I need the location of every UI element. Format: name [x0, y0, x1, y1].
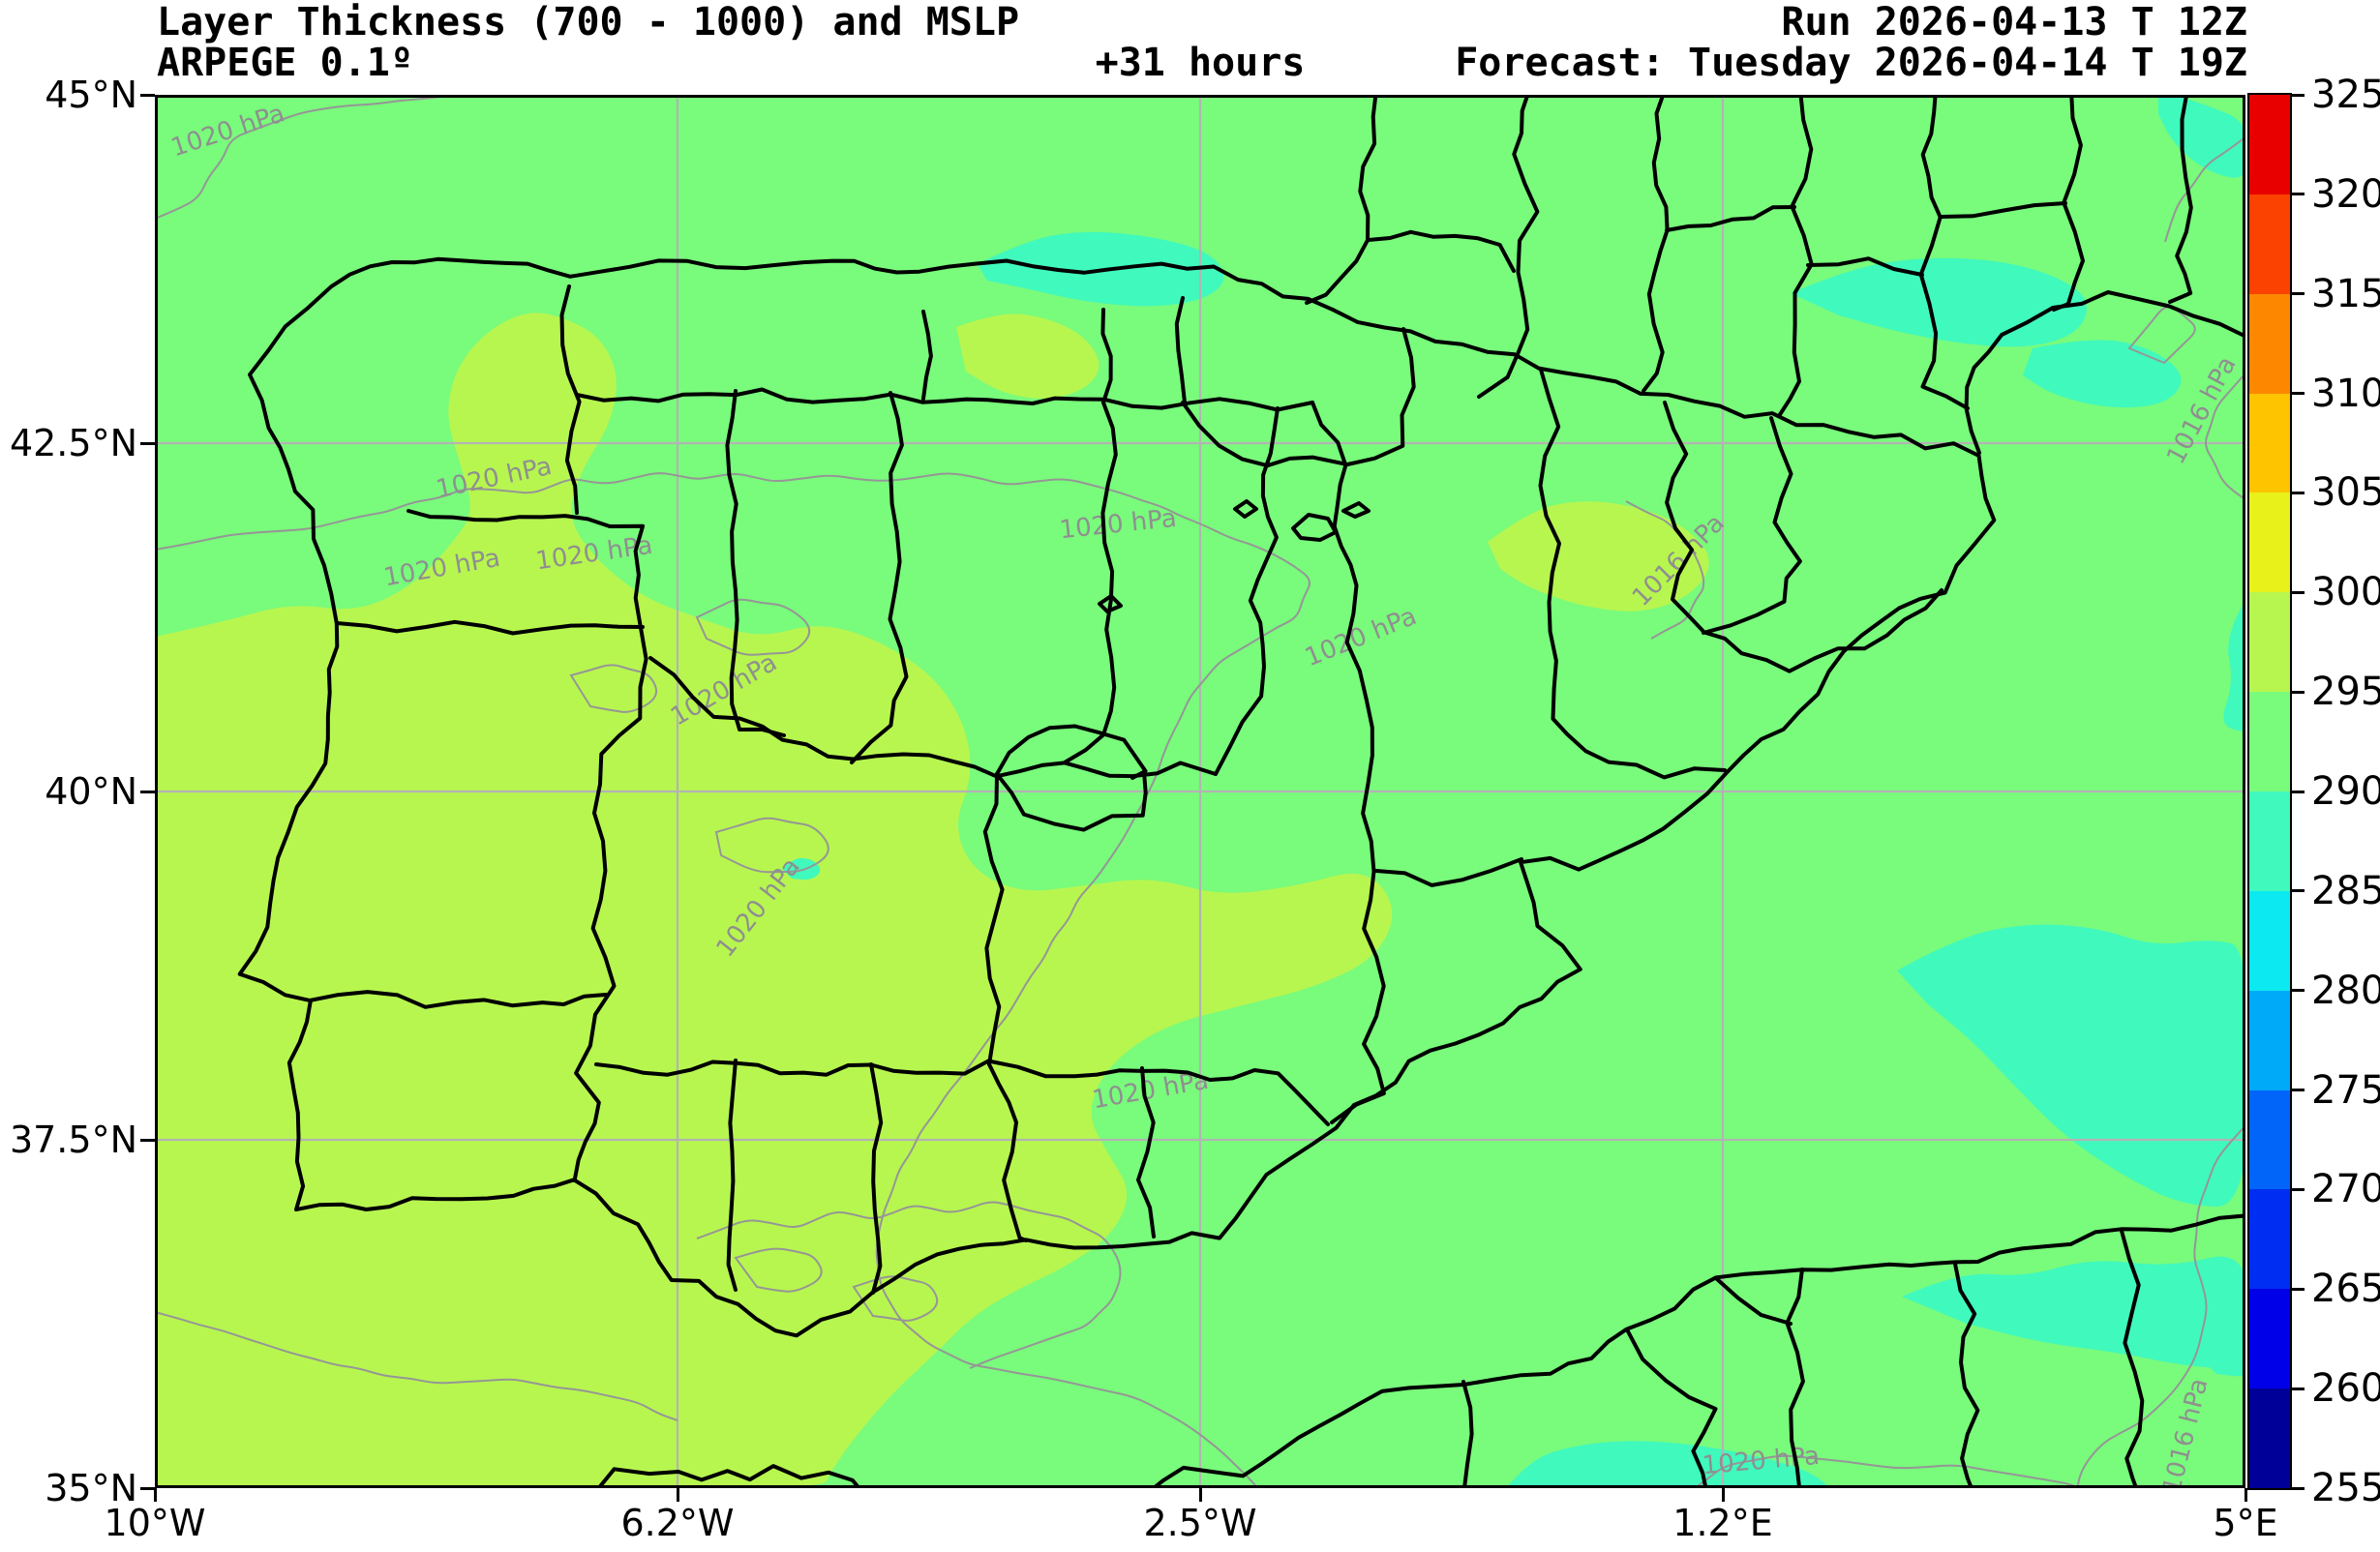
x-tick-mark	[676, 1488, 679, 1502]
colorbar-segment-310-315	[2249, 293, 2290, 394]
x-tick-mark	[2244, 1488, 2247, 1502]
colorbar-segment-255-260	[2249, 1388, 2290, 1489]
colorbar-segment-320-325	[2249, 95, 2290, 194]
colorbar-tick-label: 320	[2311, 171, 2380, 217]
x-tick-label: 6.2°W	[620, 1502, 735, 1544]
y-tick-label: 37.5°N	[9, 1119, 137, 1161]
colorbar-segment-315-320	[2249, 194, 2290, 294]
x-tick-label: 2.5°W	[1143, 1502, 1257, 1544]
colorbar-segment-280-285	[2249, 890, 2290, 991]
x-tick-mark	[153, 1488, 157, 1502]
colorbar-tick-mark	[2290, 93, 2305, 97]
colorbar-segment-290-295	[2249, 692, 2290, 792]
x-tick-mark	[1198, 1488, 1202, 1502]
colorbar-segment-300-305	[2249, 492, 2290, 593]
island-outline	[1233, 499, 1258, 519]
y-tick-mark	[140, 790, 155, 793]
x-tick-label: 1.2°E	[1672, 1502, 1773, 1544]
colorbar-tick-mark	[2290, 790, 2305, 793]
y-tick-label: 45°N	[45, 74, 137, 116]
chart-title: Layer Thickness (700 - 1000) and MSLP	[157, 0, 1020, 45]
colorbar-segment-265-270	[2249, 1189, 2290, 1290]
iberia-coastline	[237, 256, 1997, 1338]
colorbar-tick-label: 290	[2311, 769, 2380, 814]
colorbar-tick-mark	[2290, 292, 2305, 296]
graticule-gridlines	[155, 95, 2245, 1488]
island-outline	[1341, 501, 1371, 519]
colorbar-tick-mark	[2290, 690, 2305, 694]
colorbar-segment-275-280	[2249, 990, 2290, 1090]
thickness-band-295-300	[155, 313, 1709, 1488]
colorbar-tick-label: 280	[2311, 968, 2380, 1013]
colorbar-tick-mark	[2290, 1486, 2305, 1490]
colorbar-tick-label: 260	[2311, 1366, 2380, 1412]
colorbar-tick-mark	[2290, 1089, 2305, 1092]
colorbar-tick-mark	[2290, 491, 2305, 494]
colorbar-segment-285-290	[2249, 791, 2290, 891]
y-tick-mark	[140, 441, 155, 445]
colorbar-tick-label: 315	[2311, 271, 2380, 316]
y-tick-label: 42.5°N	[9, 422, 137, 464]
colorbar-tick-mark	[2290, 193, 2305, 196]
colorbar-tick-mark	[2290, 1187, 2305, 1191]
colorbar-tick-mark	[2290, 1287, 2305, 1291]
y-tick-label: 40°N	[45, 770, 137, 813]
colorbar-segment-295-300	[2249, 592, 2290, 693]
colorbar-tick-mark	[2290, 590, 2305, 594]
colorbar-tick-label: 295	[2311, 670, 2380, 715]
administrative-borders	[237, 95, 2245, 1488]
island-outline	[1291, 513, 1338, 542]
colorbar-tick-label: 255	[2311, 1466, 2380, 1510]
y-tick-label: 35°N	[45, 1467, 137, 1509]
colorbar-tick-mark	[2290, 1387, 2305, 1390]
colorbar-segment-260-265	[2249, 1289, 2290, 1389]
colorbar-tick-label: 305	[2311, 470, 2380, 516]
colorbar-tick-label: 275	[2311, 1067, 2380, 1113]
colorbar-tick-mark	[2290, 989, 2305, 993]
y-tick-mark	[140, 1486, 155, 1490]
colorbar-segment-270-275	[2249, 1089, 2290, 1190]
colorbar-tick-label: 325	[2311, 73, 2380, 117]
colorbar	[2247, 93, 2292, 1490]
colorbar-tick-label: 285	[2311, 868, 2380, 913]
run-datetime-label: Run 2026-04-13 T 12Z	[1781, 0, 2247, 45]
thickness-band-285-290	[782, 95, 2245, 1488]
x-tick-label: 10°W	[104, 1502, 206, 1544]
island-outline	[1098, 594, 1123, 613]
y-tick-mark	[140, 93, 155, 97]
model-resolution-label: ARPEGE 0.1º	[157, 41, 413, 85]
plot-frame	[155, 95, 2245, 1488]
colorbar-tick-label: 265	[2311, 1267, 2380, 1312]
y-tick-mark	[140, 1138, 155, 1142]
colorbar-tick-label: 300	[2311, 570, 2380, 615]
x-tick-mark	[1721, 1488, 1725, 1502]
colorbar-tick-label: 310	[2311, 371, 2380, 416]
colorbar-tick-mark	[2290, 392, 2305, 396]
colorbar-tick-mark	[2290, 889, 2305, 893]
forecast-datetime-label: Forecast: Tuesday 2026-04-14 T 19Z	[1455, 41, 2247, 85]
colorbar-tick-label: 270	[2311, 1167, 2380, 1212]
forecast-hour-label: +31 hours	[1095, 41, 1306, 85]
x-tick-label: 5°E	[2213, 1502, 2278, 1544]
colorbar-segment-305-310	[2249, 393, 2290, 493]
